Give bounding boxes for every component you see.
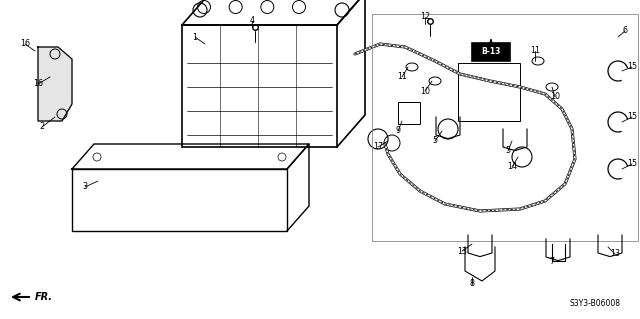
Text: 17: 17 — [373, 143, 383, 152]
Text: 13: 13 — [610, 249, 620, 258]
Text: 16: 16 — [20, 40, 30, 48]
Text: B-13: B-13 — [481, 48, 500, 56]
Text: 14: 14 — [507, 162, 517, 172]
Text: 7: 7 — [549, 256, 555, 265]
Bar — [398, 102, 420, 124]
Bar — [72, 169, 287, 231]
Text: 13: 13 — [457, 247, 467, 256]
Polygon shape — [38, 47, 72, 121]
Text: 5: 5 — [506, 146, 511, 155]
Text: 6: 6 — [623, 26, 627, 35]
Bar — [458, 63, 520, 121]
Text: 4: 4 — [250, 17, 255, 26]
Text: 11: 11 — [530, 47, 540, 56]
Text: S3Y3-B06008: S3Y3-B06008 — [570, 300, 621, 308]
Text: 5: 5 — [433, 137, 438, 145]
Text: 10: 10 — [420, 86, 430, 95]
Text: 2: 2 — [40, 122, 45, 131]
Text: 12: 12 — [420, 12, 430, 21]
Text: 8: 8 — [470, 279, 474, 288]
Text: FR.: FR. — [35, 292, 53, 302]
Text: 10: 10 — [550, 93, 560, 101]
Text: 3: 3 — [83, 182, 88, 191]
Bar — [182, 25, 337, 147]
Bar — [472, 43, 510, 61]
Text: 9: 9 — [396, 127, 401, 136]
Text: 16: 16 — [33, 79, 43, 88]
Text: 1: 1 — [193, 33, 198, 41]
Text: 15: 15 — [627, 160, 637, 168]
Text: 11: 11 — [397, 72, 407, 81]
Text: 15: 15 — [627, 113, 637, 122]
Text: 15: 15 — [627, 63, 637, 71]
